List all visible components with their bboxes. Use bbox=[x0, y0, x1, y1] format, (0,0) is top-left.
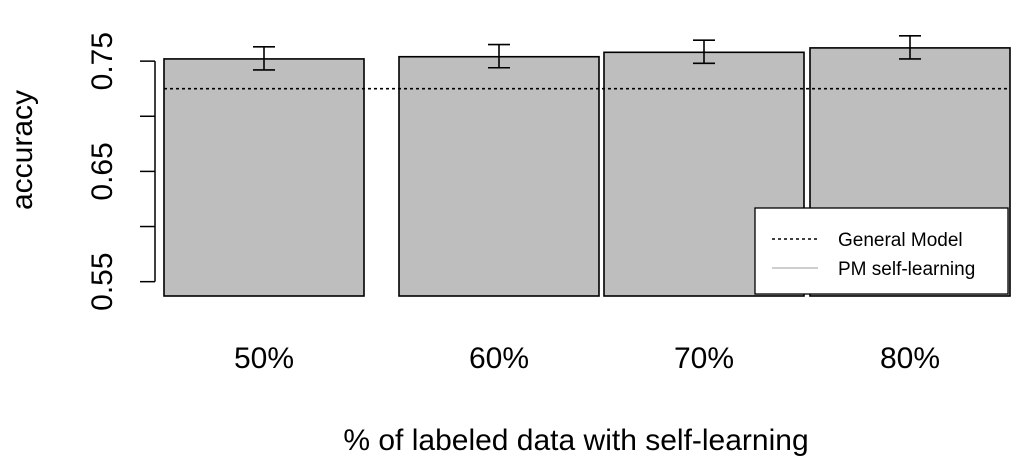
legend-label-general-model: General Model bbox=[838, 230, 963, 251]
y-axis-ticks: 0.55 0.65 0.75 bbox=[86, 32, 155, 311]
x-tick-label-50%: 50% bbox=[234, 342, 294, 375]
y-axis-title: accuracy bbox=[6, 90, 39, 210]
x-tick-label-80%: 80% bbox=[880, 342, 940, 375]
bar-50% bbox=[163, 58, 365, 297]
y-tick-label-1: 0.65 bbox=[86, 142, 119, 200]
y-tick-label-2: 0.75 bbox=[86, 32, 119, 90]
legend-label-pm-self-learning: PM self-learning bbox=[838, 259, 975, 280]
x-axis-category-labels: 50% 60% 70% 80% bbox=[234, 342, 940, 375]
legend: General Model PM self-learning bbox=[754, 207, 1009, 295]
x-tick-label-60%: 60% bbox=[469, 342, 529, 375]
x-tick-label-70%: 70% bbox=[674, 342, 734, 375]
y-tick-label-0: 0.55 bbox=[86, 252, 119, 310]
error-bars bbox=[253, 34, 921, 71]
legend-box bbox=[754, 207, 1009, 295]
x-axis-title: % of labeled data with self-learning bbox=[343, 424, 808, 457]
bar-60% bbox=[398, 55, 600, 297]
